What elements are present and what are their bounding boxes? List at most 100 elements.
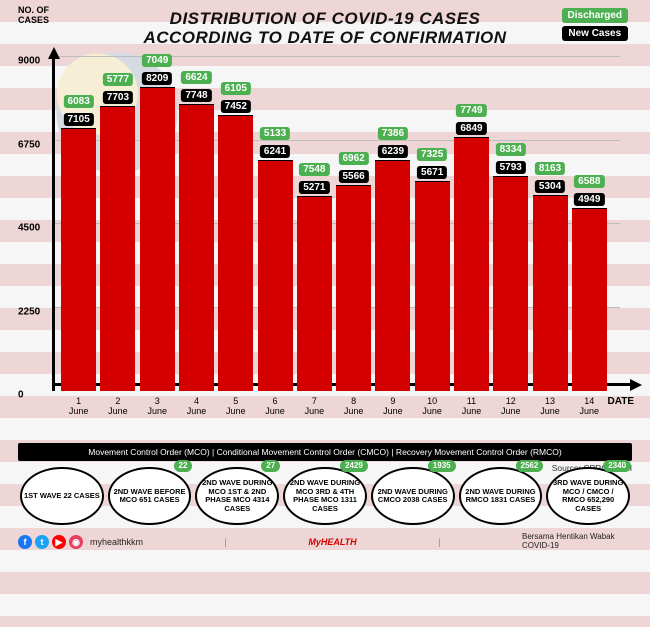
bars-container: 6083710557777703704982096624774861057452… — [60, 57, 608, 391]
wave-label: 1ST WAVE 22 CASES — [24, 492, 100, 501]
legend-new-cases: New Cases — [562, 26, 628, 41]
discharged-label: 7548 — [299, 163, 329, 176]
discharged-label: 7386 — [378, 127, 408, 140]
bar-cell: 6588 4949 — [571, 57, 608, 391]
x-tick: 6June — [256, 393, 293, 437]
social-handle: myhealthkkm — [90, 537, 143, 547]
discharged-label: 6962 — [338, 152, 368, 165]
bar-cell: 83345793 — [492, 57, 529, 391]
chart-area: DATE 02250450067509000 60837105577777037… — [18, 57, 632, 437]
y-tick: 9000 — [18, 56, 40, 67]
new-cases-label: 5271 — [299, 181, 329, 194]
x-tick: 1June — [60, 393, 97, 437]
x-tick: 11June — [453, 393, 490, 437]
x-tick: 8June — [335, 393, 372, 437]
new-cases-label: 7748 — [181, 89, 211, 102]
twitter-icon: t — [35, 535, 49, 549]
wave-badge: 22 — [174, 460, 193, 471]
bar: 83345793 — [493, 176, 528, 391]
bar: 81635304 — [533, 195, 568, 392]
chart-title: DISTRIBUTION OF COVID-19 CASES ACCORDING… — [18, 10, 632, 47]
bar-cell: 51336241 — [256, 57, 293, 391]
legend-discharged: Discharged — [562, 8, 628, 23]
x-axis-title: DATE — [608, 396, 634, 407]
bar-cell: 7325 5671 — [414, 57, 451, 391]
x-tick: 13June — [531, 393, 568, 437]
bar-cell: 70498209 — [139, 57, 176, 391]
x-tick: 7June — [296, 393, 333, 437]
bar-cell: 61057452 — [217, 57, 254, 391]
bar: 69625566 — [336, 185, 371, 392]
discharged-label: 8163 — [535, 162, 565, 175]
bar: 51336241 — [258, 160, 293, 392]
bar: 61057452 — [218, 115, 253, 392]
x-tick: 9June — [374, 393, 411, 437]
y-axis-title: NO. OFCASES — [18, 6, 49, 26]
new-cases-label: 7105 — [64, 113, 94, 126]
instagram-icon: ◉ — [69, 535, 83, 549]
new-cases-label: 5671 — [417, 166, 447, 179]
bar: 75485271 — [297, 196, 332, 392]
y-tick: 4500 — [18, 223, 40, 234]
bar: 65884949 — [572, 208, 607, 392]
wave-label: 2ND WAVE DURING RMCO 1831 CASES — [463, 488, 539, 505]
bar-cell: 8163 5304 — [531, 57, 568, 391]
wave-badge: 2340 — [603, 460, 631, 471]
social-section: f t ▶ ◉ myhealthkkm — [18, 535, 143, 549]
new-cases-label: 5304 — [535, 180, 565, 193]
new-cases-label: 4949 — [574, 193, 604, 206]
x-tick: 2June — [99, 393, 136, 437]
bar-cell: 6083 7105 — [60, 57, 97, 391]
covid-campaign-logo: Bersama Hentikan Wabak COVID-19 — [522, 533, 632, 551]
bar: 73255671 — [415, 181, 450, 391]
mco-notes-bar: Movement Control Order (MCO) | Condition… — [18, 443, 632, 461]
discharged-label: 7325 — [417, 148, 447, 161]
y-tick: 6750 — [18, 139, 40, 150]
y-axis — [52, 57, 60, 391]
discharged-label: 7749 — [456, 104, 486, 117]
new-cases-label: 6239 — [378, 145, 408, 158]
legend: Discharged New Cases — [562, 8, 628, 44]
discharged-label: 5133 — [260, 127, 290, 140]
discharged-label: 6624 — [181, 71, 211, 84]
discharged-label: 5777 — [103, 73, 133, 86]
x-tick: 5June — [217, 393, 254, 437]
wave-label: 2ND WAVE DURING MCO 3RD & 4TH PHASE MCO … — [287, 479, 363, 514]
bar-cell: 7386 6239 — [374, 57, 411, 391]
wave-label: 2ND WAVE DURING MCO 1ST & 2ND PHASE MCO … — [199, 479, 275, 514]
wave-badge: 1935 — [428, 460, 456, 471]
x-tick: 14June — [571, 393, 608, 437]
separator: | — [438, 537, 440, 547]
wave-label: 2ND WAVE DURING CMCO 2038 CASES — [375, 488, 451, 505]
wave-badge: 27 — [261, 460, 280, 471]
bar-cell: 6962 5566 — [335, 57, 372, 391]
discharged-label: 6588 — [574, 175, 604, 188]
title-line-1: DISTRIBUTION OF COVID-19 CASES — [170, 9, 481, 28]
bar-cell: 77496849 — [453, 57, 490, 391]
wave-circle: 2ND WAVE DURING MCO 1ST & 2ND PHASE MCO … — [195, 467, 279, 525]
x-tick: 3June — [139, 393, 176, 437]
bar-cell: 6624 7748 — [178, 57, 215, 391]
bar-cell: 5777 7703 — [99, 57, 136, 391]
new-cases-label: 7703 — [103, 91, 133, 104]
wave-label: 3RD WAVE DURING MCO / CMCO / RMCO 652,29… — [550, 479, 626, 514]
x-ticks: 1June2June3June4June5June6June7June8June… — [60, 393, 608, 437]
wave-circle: 2ND WAVE DURING CMCO 2038 CASES1935 — [371, 467, 455, 525]
wave-circle: 2ND WAVE BEFORE MCO 651 CASES22 — [108, 467, 192, 525]
wave-circles-row: 1ST WAVE 22 CASES 2ND WAVE BEFORE MCO 651… — [18, 467, 632, 525]
wave-badge: 2429 — [340, 460, 368, 471]
x-tick: 10June — [414, 393, 451, 437]
wave-circle: 1ST WAVE 22 CASES — [20, 467, 104, 525]
bar: 77496849 — [454, 137, 489, 391]
x-tick: 12June — [492, 393, 529, 437]
bar-cell: 7548 5271 — [296, 57, 333, 391]
new-cases-label: 5566 — [338, 170, 368, 183]
y-tick: 2250 — [18, 306, 40, 317]
wave-circle: 2ND WAVE DURING RMCO 1831 CASES2562 — [459, 467, 543, 525]
infographic-container: NO. OFCASES DISTRIBUTION OF COVID-19 CAS… — [0, 0, 650, 555]
facebook-icon: f — [18, 535, 32, 549]
wave-circle: 3RD WAVE DURING MCO / CMCO / RMCO 652,29… — [546, 467, 630, 525]
discharged-label: 6083 — [64, 95, 94, 108]
bar: 73866239 — [375, 160, 410, 392]
bar: 57777703 — [100, 106, 135, 392]
